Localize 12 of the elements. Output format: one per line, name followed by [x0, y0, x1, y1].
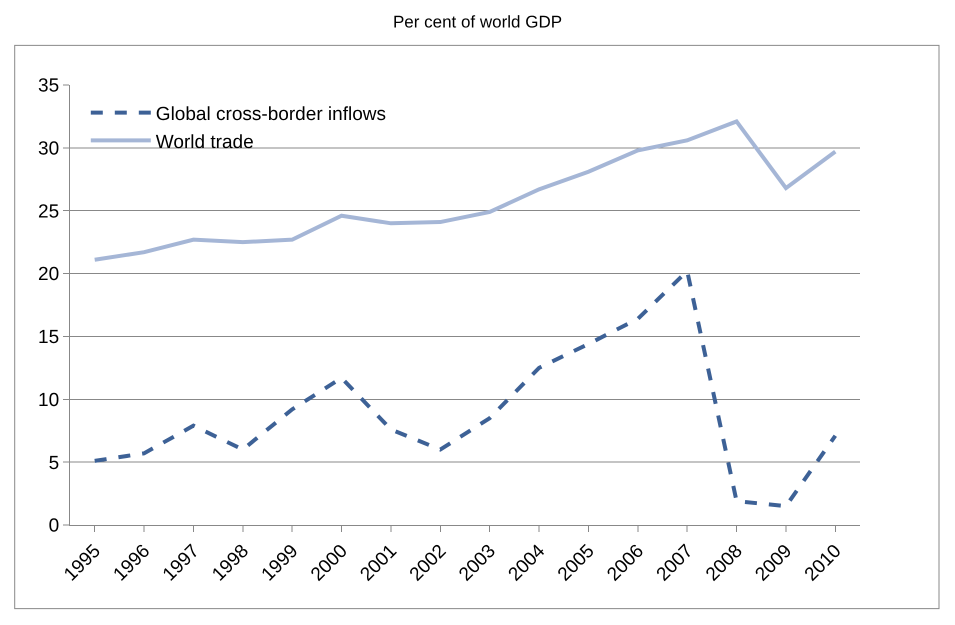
- y-tick-label: 30: [38, 138, 60, 160]
- line-series: [92, 119, 838, 262]
- y-tick-label: 0: [48, 516, 60, 537]
- y-tick-label: 10: [38, 390, 60, 411]
- legend-label: World trade: [156, 132, 254, 153]
- legend-label: Global cross-border inflows: [156, 104, 386, 126]
- y-tick-label: 35: [38, 76, 60, 97]
- y-tick-label: 25: [38, 201, 60, 222]
- y-tick-label: 5: [48, 452, 60, 474]
- y-tick-label: 20: [38, 264, 60, 286]
- chart-title: Per cent of world GDP: [392, 12, 562, 32]
- y-tick-label: 15: [38, 327, 60, 348]
